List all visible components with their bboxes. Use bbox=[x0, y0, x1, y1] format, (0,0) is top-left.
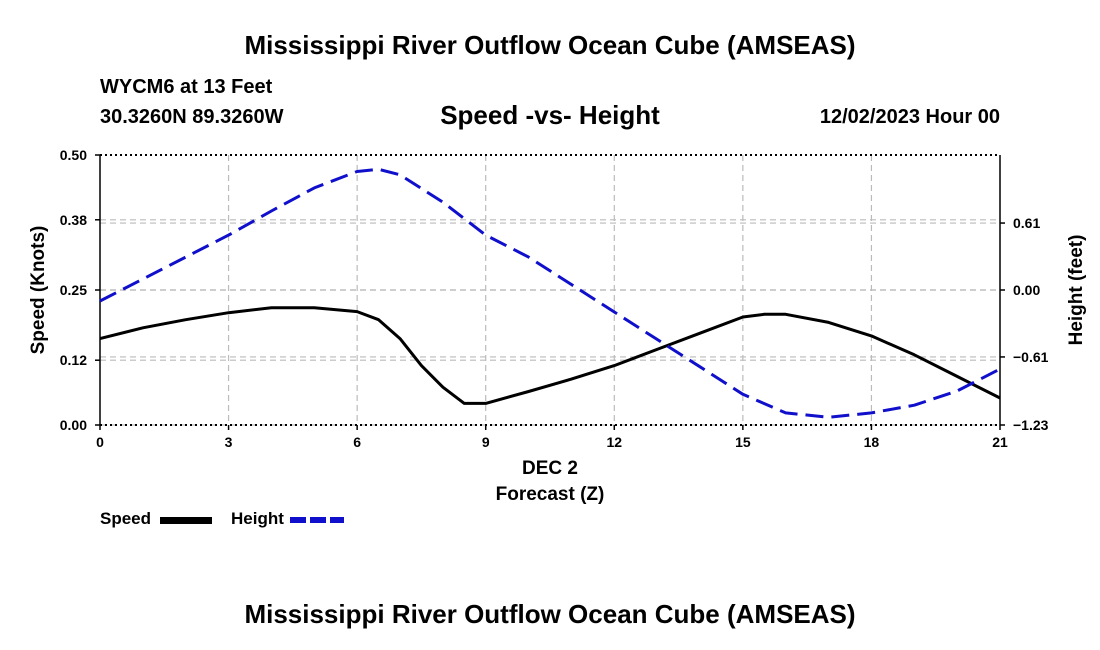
legend-speed-swatch bbox=[160, 517, 212, 524]
y-tick-label: 0.00 bbox=[60, 417, 87, 433]
y-tick-label: 0.50 bbox=[60, 147, 87, 163]
y2-tick-label: 0.00 bbox=[1013, 282, 1040, 298]
legend-height-swatch bbox=[290, 517, 344, 523]
y-tick-label: 0.12 bbox=[60, 352, 87, 368]
series-speed-line bbox=[99, 306, 1001, 405]
legend-height-label: Height bbox=[231, 509, 284, 528]
station-name: WYCM6 at 13 Feet bbox=[100, 76, 273, 98]
legend-speed-label: Speed bbox=[100, 509, 152, 528]
y2-tick-label: −0.61 bbox=[1013, 349, 1049, 365]
chart-title-top: Mississippi River Outflow Ocean Cube (AM… bbox=[244, 30, 856, 60]
x-tick-label: 6 bbox=[353, 434, 361, 450]
x-axis-day-label: DEC 2 bbox=[522, 458, 578, 479]
x-tick-label: 12 bbox=[606, 434, 622, 450]
y-tick-label: 0.25 bbox=[60, 282, 87, 298]
chart-date: 12/02/2023 Hour 00 bbox=[819, 106, 1000, 128]
y2-tick-label: −1.23 bbox=[1013, 417, 1049, 433]
chart-subtitle: Speed -vs- Height bbox=[440, 100, 660, 130]
station-coordinates: 30.3260N 89.3260W bbox=[100, 106, 284, 128]
chart-title-bottom: Mississippi River Outflow Ocean Cube (AM… bbox=[244, 599, 856, 629]
y-tick-label: 0.38 bbox=[60, 212, 87, 228]
x-tick-label: 18 bbox=[864, 434, 880, 450]
y2-axis-title: Height (feet) bbox=[1066, 235, 1087, 346]
x-axis-title: Forecast (Z) bbox=[496, 484, 605, 505]
y-axis-title: Speed (Knots) bbox=[28, 226, 49, 355]
x-tick-label: 0 bbox=[96, 434, 104, 450]
x-tick-label: 15 bbox=[735, 434, 751, 450]
x-tick-label: 9 bbox=[482, 434, 490, 450]
x-tick-label: 3 bbox=[225, 434, 233, 450]
y2-tick-label: 0.61 bbox=[1013, 215, 1040, 231]
series-height-line bbox=[99, 167, 1001, 419]
x-tick-label: 21 bbox=[992, 434, 1008, 450]
